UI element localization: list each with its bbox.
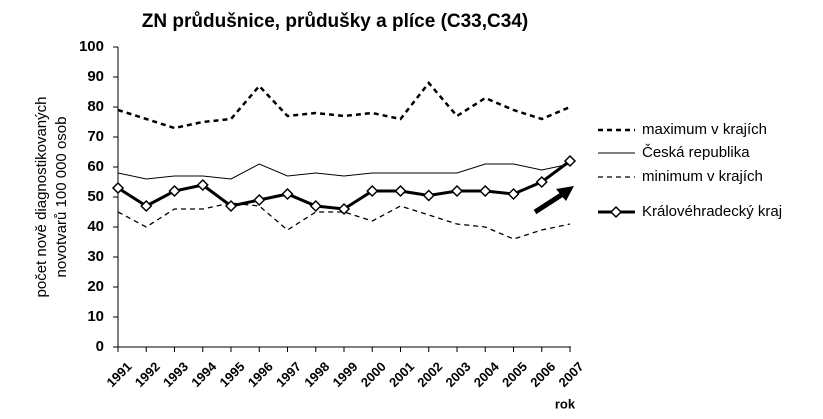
y-tick-label: 20: [87, 278, 104, 295]
data-point: [450, 184, 464, 198]
data-point: [253, 193, 266, 207]
data-point: [422, 189, 435, 202]
x-tick-label: 2002: [414, 359, 445, 390]
y-tick-label: 30: [87, 248, 104, 265]
data-point: [563, 154, 577, 168]
chart-title: ZN průdušnice, průdušky a plíce (C33,C34…: [142, 11, 528, 32]
x-tick-label: 2004: [471, 358, 503, 390]
legend-marker: [609, 205, 623, 219]
data-point: [337, 202, 351, 216]
legend-label: minimum v krajích: [642, 168, 763, 185]
y-tick-label: 100: [79, 38, 104, 55]
y-tick-label: 60: [87, 158, 104, 175]
x-tick-label: 1993: [160, 359, 191, 390]
data-point: [111, 181, 125, 195]
x-axis-label: rok: [555, 396, 576, 411]
data-point: [479, 184, 492, 198]
data-point: [224, 199, 238, 213]
data-point: [309, 199, 322, 213]
y-tick-label: 90: [87, 68, 104, 85]
legend-label: Česká republika: [642, 144, 750, 161]
data-point: [507, 187, 520, 201]
data-point: [281, 187, 294, 201]
x-tick-label: 1994: [188, 358, 220, 390]
legend-label: Královéhradecký kraj: [642, 203, 782, 220]
data-point: [366, 184, 379, 198]
x-tick-label: 2000: [358, 359, 389, 390]
x-tick-label: 2006: [527, 359, 558, 390]
series-line: [117, 202, 571, 240]
series-line: [117, 159, 571, 211]
x-tick-label: 2007: [555, 359, 586, 390]
y-axis-label: počet nově diagnostikovaných: [33, 97, 50, 298]
trend-arrow: [533, 189, 568, 215]
x-tick-label: 2005: [499, 359, 530, 390]
series-line: [117, 81, 571, 130]
data-point: [140, 199, 153, 213]
trend-arrow-head: [556, 186, 574, 201]
x-tick-label: 1992: [132, 359, 163, 390]
series-line: [117, 163, 571, 180]
y-tick-label: 10: [87, 308, 104, 325]
data-point: [168, 184, 181, 198]
x-tick-label: 1997: [273, 359, 304, 390]
y-tick-label: 40: [87, 218, 104, 235]
x-tick-label: 1996: [245, 359, 276, 390]
x-tick-label: 1991: [103, 359, 134, 390]
data-point: [196, 178, 209, 192]
y-axis-label: novotvarů 100 000 osob: [53, 117, 70, 278]
data-point: [535, 175, 548, 189]
x-tick-label: 1999: [329, 359, 360, 390]
y-tick-label: 70: [87, 128, 104, 145]
x-tick-label: 2003: [442, 359, 473, 390]
y-tick-label: 50: [87, 188, 104, 205]
x-tick-label: 1995: [216, 359, 247, 390]
x-tick-label: 2001: [386, 359, 417, 390]
legend-label: maximum v krajích: [642, 121, 767, 138]
y-tick-label: 80: [87, 98, 104, 115]
y-tick-label: 0: [96, 338, 104, 355]
data-point: [394, 184, 407, 198]
x-tick-label: 1998: [301, 359, 332, 390]
